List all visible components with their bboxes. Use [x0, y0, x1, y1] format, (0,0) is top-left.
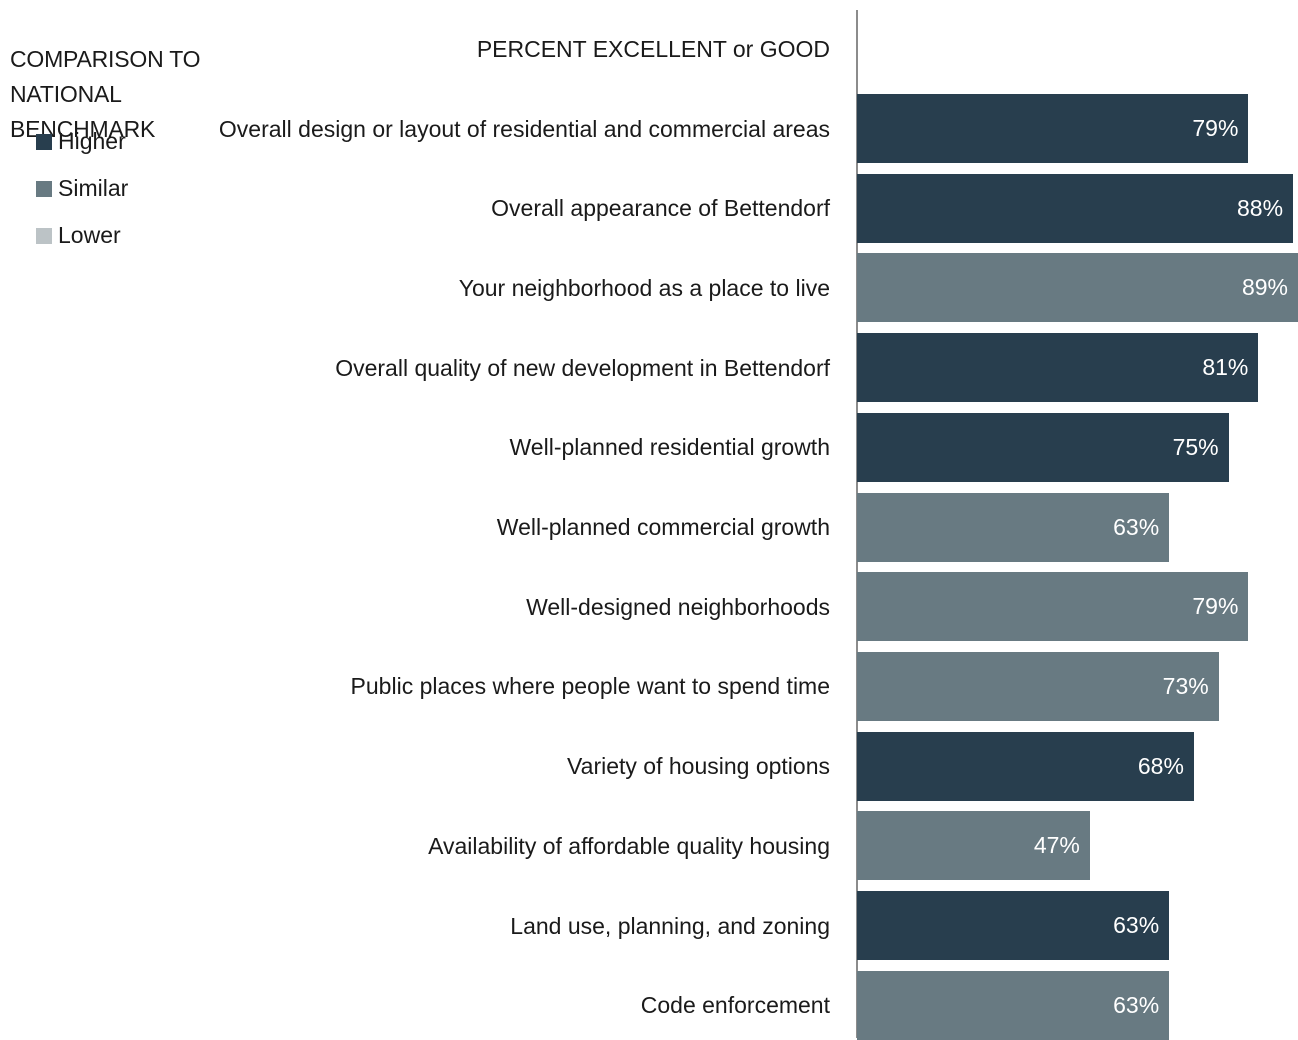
bar-value-label: 63% [1113, 513, 1160, 540]
bar: 47% [857, 811, 1090, 881]
bar: 88% [857, 173, 1294, 243]
legend-swatch-lower [36, 227, 52, 244]
category-label: Land use, planning, and zoning [510, 912, 830, 939]
legend-items: Higher Similar Lower [36, 118, 236, 259]
legend-item-higher: Higher [36, 118, 236, 165]
category-label: Well-designed neighborhoods [526, 593, 830, 620]
legend-swatch-higher [36, 133, 52, 150]
category-label: Code enforcement [640, 992, 830, 1019]
bar: 63% [857, 891, 1170, 960]
legend-label-higher: Higher [58, 128, 126, 154]
category-label: Availability of affordable quality housi… [428, 832, 830, 859]
bar: 75% [857, 412, 1229, 482]
legend-swatch-similar [36, 180, 52, 197]
bar-value-label: 47% [1033, 832, 1080, 859]
category-label: Overall design or layout of residential … [218, 115, 830, 142]
bar: 89% [857, 253, 1298, 323]
chart-title: PERCENT EXCELLENT or GOOD [476, 36, 830, 62]
legend: COMPARISON TO NATIONAL BENCHMARK [10, 42, 201, 147]
bar-value-label: 73% [1162, 672, 1209, 699]
category-label: Overall appearance of Bettendorf [491, 195, 830, 222]
bar: 63% [857, 970, 1170, 1040]
category-label: Well-planned commercial growth [496, 514, 830, 540]
bar-value-label: 89% [1241, 274, 1288, 301]
bar-value-label: 79% [1192, 593, 1239, 620]
bar: 81% [857, 333, 1259, 403]
legend-title: COMPARISON TO NATIONAL BENCHMARK [10, 46, 201, 142]
bar-value-label: 63% [1113, 991, 1160, 1018]
bar: 79% [857, 94, 1249, 163]
category-label: Well-planned residential growth [509, 434, 830, 461]
category-label: Overall quality of new development in Be… [335, 354, 830, 381]
category-axis-line [856, 10, 858, 1038]
category-label: Variety of housing options [567, 753, 830, 780]
bar: 79% [857, 572, 1249, 642]
bar-value-label: 81% [1202, 354, 1249, 381]
bar-value-label: 75% [1172, 433, 1219, 460]
bar-value-label: 79% [1192, 115, 1239, 141]
category-label: Your neighborhood as a place to live [458, 274, 830, 301]
bar-value-label: 68% [1137, 752, 1184, 779]
bar: 73% [857, 651, 1219, 721]
bar-value-label: 63% [1113, 912, 1160, 938]
category-label: Public places where people want to spend… [350, 673, 830, 700]
bar: 63% [857, 492, 1170, 562]
legend-item-similar: Similar [36, 165, 236, 212]
legend-item-lower: Lower [36, 212, 236, 259]
legend-label-similar: Similar [58, 175, 129, 201]
bar: 68% [857, 731, 1194, 801]
bar-value-label: 88% [1236, 194, 1284, 221]
legend-label-lower: Lower [58, 222, 121, 248]
